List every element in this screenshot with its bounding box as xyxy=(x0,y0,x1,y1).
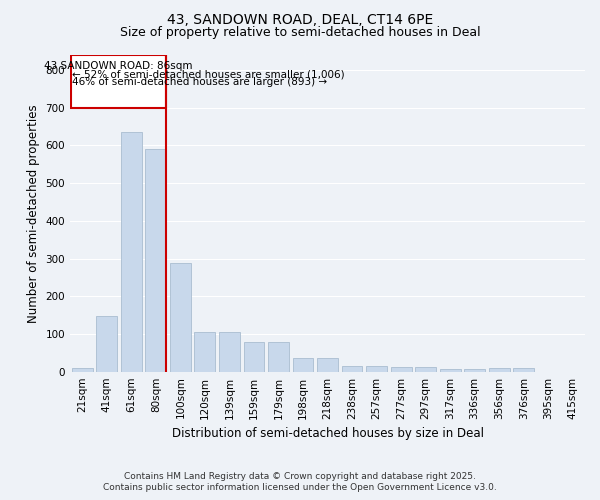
Bar xyxy=(71,55,166,108)
Bar xyxy=(415,367,436,372)
Y-axis label: Number of semi-detached properties: Number of semi-detached properties xyxy=(27,104,40,322)
Bar xyxy=(293,358,313,372)
Bar xyxy=(464,368,485,372)
Bar xyxy=(513,368,534,372)
Bar xyxy=(97,316,117,372)
Bar xyxy=(440,368,461,372)
Text: Contains HM Land Registry data © Crown copyright and database right 2025.
Contai: Contains HM Land Registry data © Crown c… xyxy=(103,472,497,492)
X-axis label: Distribution of semi-detached houses by size in Deal: Distribution of semi-detached houses by … xyxy=(172,427,484,440)
Text: Size of property relative to semi-detached houses in Deal: Size of property relative to semi-detach… xyxy=(119,26,481,39)
Text: ← 52% of semi-detached houses are smaller (1,006): ← 52% of semi-detached houses are smalle… xyxy=(73,70,345,80)
Bar xyxy=(170,263,191,372)
Bar xyxy=(317,358,338,372)
Bar xyxy=(194,332,215,372)
Text: 43, SANDOWN ROAD, DEAL, CT14 6PE: 43, SANDOWN ROAD, DEAL, CT14 6PE xyxy=(167,12,433,26)
Text: 43 SANDOWN ROAD: 86sqm: 43 SANDOWN ROAD: 86sqm xyxy=(44,60,193,70)
Bar xyxy=(145,149,166,372)
Bar xyxy=(341,366,362,372)
Bar xyxy=(121,132,142,372)
Bar xyxy=(489,368,509,372)
Bar xyxy=(391,367,412,372)
Bar xyxy=(219,332,240,372)
Text: 46% of semi-detached houses are larger (893) →: 46% of semi-detached houses are larger (… xyxy=(73,77,328,87)
Bar xyxy=(72,368,93,372)
Bar xyxy=(366,366,387,372)
Bar xyxy=(244,342,265,372)
Bar xyxy=(268,342,289,372)
